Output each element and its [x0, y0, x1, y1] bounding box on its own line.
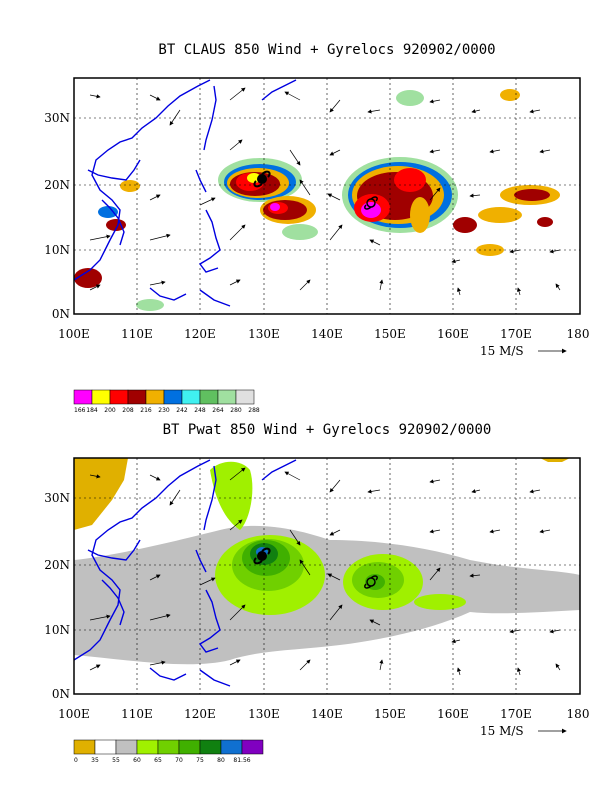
colorbar-swatch — [199, 389, 219, 405]
colorbar-tick-label: 60 — [133, 757, 141, 764]
panel2-lon-ticks: 100E 110E 120E 130E 140E 150E 160E 170E … — [58, 707, 589, 721]
panel2-pwat-dry-ne — [540, 458, 570, 462]
panel1-lon-label: 100E — [58, 327, 90, 341]
panel1-lon-label: 180 — [567, 327, 590, 341]
colorbar-swatch — [157, 739, 180, 755]
panel2-pwat-dry-nw — [74, 458, 128, 530]
colorbar-swatch — [217, 389, 237, 405]
colorbar-tick-label: 248 — [194, 407, 206, 414]
panel1-colorbar: 166 184 200 208 216 230 242 248 264 280 288 — [73, 389, 260, 414]
panel1-lon-label: 130E — [248, 327, 280, 341]
colorbar-tick-label: 75 — [196, 757, 204, 764]
panel1-lon-label: 120E — [184, 327, 216, 341]
panel1-wind-vectors — [89, 87, 561, 296]
colorbar-tick-label: 264 — [212, 407, 224, 414]
colorbar-swatch — [178, 739, 201, 755]
colorbar-tick-label: 55 — [112, 757, 120, 764]
panel1-typhoon-symbol-east — [364, 196, 378, 210]
panel1-lon-label: 140E — [311, 327, 343, 341]
colorbar-swatch — [220, 739, 243, 755]
panel2-lon-label: 180 — [567, 707, 590, 721]
panel2-map — [74, 458, 580, 694]
colorbar-swatch — [73, 739, 96, 755]
panel2-lon-label: 110E — [121, 707, 153, 721]
panel1-lat-label: 10N — [44, 243, 70, 257]
panel1-coastline — [74, 79, 297, 307]
colorbar-swatch — [145, 389, 165, 405]
colorbar-tick-label: 81.56 — [233, 757, 250, 764]
panel1-lat-label: 20N — [44, 178, 70, 192]
colorbar-swatch — [163, 389, 183, 405]
panel1-typhoon-symbol-west — [253, 170, 271, 188]
panel2-lat-label: 20N — [44, 558, 70, 572]
panel1-lat-label: 30N — [44, 111, 70, 125]
colorbar-tick-label: 200 — [104, 407, 116, 414]
panel2-lon-label: 160E — [437, 707, 469, 721]
colorbar-swatch — [235, 389, 255, 405]
panel1-lat-label: 0N — [52, 307, 70, 321]
colorbar-swatch — [94, 739, 117, 755]
colorbar-swatch — [115, 739, 138, 755]
panel1-lat-ticks: 0N 10N 20N 30N — [44, 111, 70, 321]
panel1-lon-label: 160E — [437, 327, 469, 341]
panel1-cloud-east — [74, 89, 560, 311]
panel1-title: BT CLAUS 850 Wind + Gyrelocs 920902/0000 — [158, 42, 495, 58]
panel2-coastline — [74, 459, 297, 687]
panel2-lat-label: 0N — [52, 687, 70, 701]
panel1-grid — [74, 78, 580, 314]
colorbar-tick-label: 70 — [175, 757, 183, 764]
colorbar-tick-label: 0 — [74, 757, 78, 764]
colorbar-swatch — [109, 389, 129, 405]
panel2-wind-vectors — [89, 467, 561, 676]
panel2-lon-label: 100E — [58, 707, 90, 721]
panel2-lat-label: 10N — [44, 623, 70, 637]
colorbar-swatch — [136, 739, 159, 755]
panel2-lat-ticks: 0N 10N 20N 30N — [44, 491, 70, 701]
panel1-lon-label: 170E — [500, 327, 532, 341]
colorbar-tick-label: 230 — [158, 407, 170, 414]
panel1-vector-ref-label: 15 M/S — [480, 344, 524, 358]
colorbar-tick-label: 280 — [230, 407, 242, 414]
panel2-lon-label: 130E — [248, 707, 280, 721]
panel1-lon-label: 110E — [121, 327, 153, 341]
colorbar-tick-label: 242 — [176, 407, 188, 414]
panel2-typhoon-symbol-east — [364, 575, 378, 589]
panel2-title: BT Pwat 850 Wind + Gyrelocs 920902/0000 — [163, 422, 492, 438]
colorbar-tick-label: 35 — [91, 757, 99, 764]
panel1-frame — [73, 77, 581, 315]
colorbar-swatch — [181, 389, 201, 405]
panel1-lon-label: 150E — [374, 327, 406, 341]
panel2-pwat-east-band — [414, 594, 466, 610]
panel2-typhoon-symbol-west — [253, 547, 271, 565]
panel2-lon-label: 170E — [500, 707, 532, 721]
colorbar-tick-label: 80 — [217, 757, 225, 764]
panel2-pwat-lightgreen-north — [210, 461, 253, 530]
colorbar-tick-label: 65 — [154, 757, 162, 764]
panel2-lon-label: 150E — [374, 707, 406, 721]
panel2-lon-label: 120E — [184, 707, 216, 721]
colorbar-swatch — [91, 389, 111, 405]
panel1-map — [74, 78, 580, 314]
colorbar-tick-label: 166 — [74, 407, 86, 414]
colorbar-swatch — [241, 739, 264, 755]
panel2-grid — [74, 458, 580, 694]
panel2-lat-label: 30N — [44, 491, 70, 505]
colorbar-swatch — [127, 389, 147, 405]
panel2-colorbar: 0 35 55 60 65 70 75 80 81.56 — [73, 739, 264, 764]
colorbar-tick-label: 216 — [140, 407, 152, 414]
panel2-lon-label: 140E — [311, 707, 343, 721]
colorbar-tick-label: 208 — [122, 407, 134, 414]
colorbar-swatch — [73, 389, 93, 405]
colorbar-swatch — [199, 739, 222, 755]
colorbar-tick-label: 184 — [86, 407, 98, 414]
panel1-lon-ticks: 100E 110E 120E 130E 140E 150E 160E 170E … — [58, 327, 589, 341]
panel2-vector-ref-label: 15 M/S — [480, 724, 524, 738]
colorbar-tick-label: 288 — [248, 407, 260, 414]
panel2-frame — [73, 457, 581, 695]
